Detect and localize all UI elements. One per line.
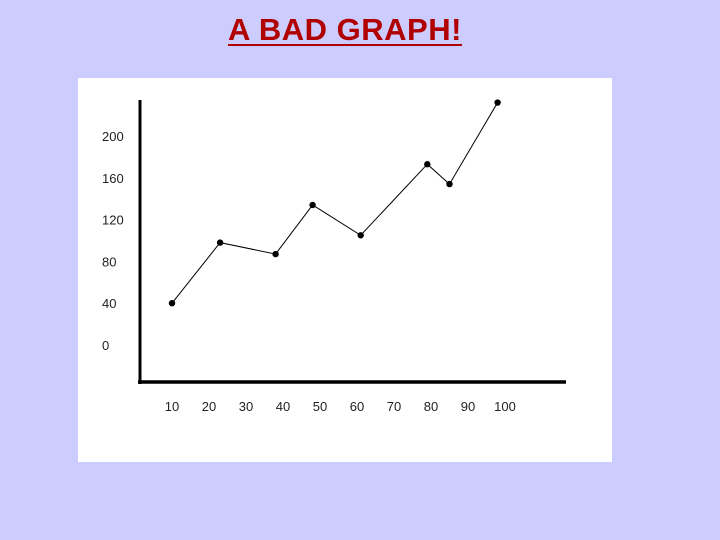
- x-tick-label: 50: [313, 399, 327, 414]
- data-point: [272, 250, 279, 258]
- x-tick-label: 10: [165, 399, 179, 414]
- data-series-line: [171, 102, 499, 304]
- data-point: [309, 201, 316, 209]
- data-point: [216, 239, 224, 246]
- x-tick-label: 20: [202, 399, 216, 414]
- data-point: [424, 161, 431, 168]
- y-tick-label: 120: [102, 213, 124, 228]
- y-axis-tick-labels: 200 160 120 80 40 0: [102, 129, 124, 353]
- data-point: [168, 300, 176, 307]
- x-tick-label: 40: [276, 399, 290, 414]
- x-tick-label: 90: [461, 399, 475, 414]
- x-tick-label: 30: [239, 399, 253, 414]
- data-point: [446, 180, 453, 188]
- x-tick-label: 100: [494, 399, 516, 414]
- slide-title: A BAD GRAPH!: [228, 12, 462, 47]
- data-point: [494, 99, 501, 106]
- y-tick-label: 0: [102, 338, 109, 353]
- data-point: [357, 232, 364, 239]
- x-tick-label: 70: [387, 399, 401, 414]
- y-tick-label: 40: [102, 296, 116, 311]
- x-tick-label: 80: [424, 399, 438, 414]
- y-tick-label: 160: [102, 171, 124, 186]
- data-points: [168, 99, 501, 307]
- x-tick-label: 60: [350, 399, 364, 414]
- chart-panel: 200 160 120 80 40 0 10 20 30 40 50 60 70 80 90 100: [78, 78, 612, 462]
- line-chart: 200 160 120 80 40 0 10 20 30 40 50 60 70 80 90 100: [102, 99, 566, 414]
- x-axis-tick-labels: 10 20 30 40 50 60 70 80 90 100: [165, 399, 516, 414]
- y-tick-label: 200: [102, 129, 124, 144]
- y-tick-label: 80: [102, 254, 116, 269]
